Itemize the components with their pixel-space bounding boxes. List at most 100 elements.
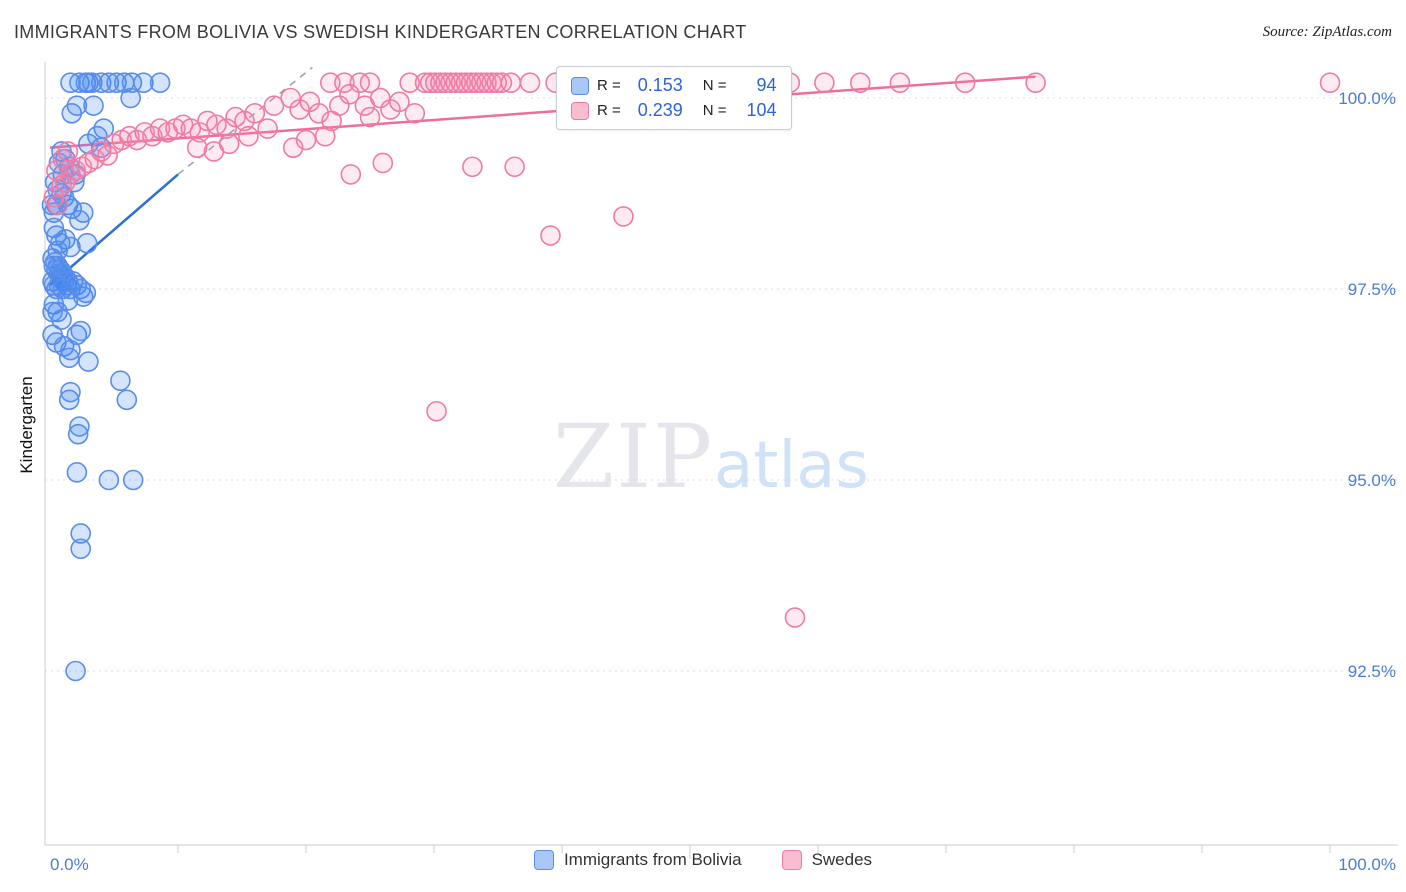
- r-label: R =: [597, 77, 621, 94]
- data-point-swedes: [372, 152, 394, 174]
- r-label: R =: [597, 102, 621, 119]
- data-point-immigrants-from-bolivia: [62, 271, 84, 292]
- data-point-swedes: [289, 99, 310, 120]
- data-point-immigrants-from-bolivia: [76, 232, 98, 254]
- data-point-immigrants-from-bolivia: [120, 87, 141, 109]
- data-point-immigrants-from-bolivia: [66, 95, 88, 116]
- data-point-immigrants-from-bolivia: [98, 72, 120, 94]
- data-point-swedes: [244, 102, 266, 124]
- n-label: N =: [702, 102, 727, 119]
- data-point-swedes: [234, 110, 255, 132]
- data-point-swedes: [784, 607, 806, 628]
- data-point-swedes: [1025, 72, 1046, 94]
- data-point-immigrants-from-bolivia: [149, 72, 171, 94]
- data-point-immigrants-from-bolivia: [52, 278, 74, 300]
- data-point-immigrants-from-bolivia: [70, 538, 92, 560]
- data-point-swedes: [814, 72, 835, 94]
- data-point-swedes: [504, 156, 525, 178]
- blue-series-swatch: [533, 850, 554, 870]
- data-point-swedes: [282, 137, 304, 158]
- data-point-swedes: [500, 72, 522, 94]
- source-attribution: Source: ZipAtlas.com: [1262, 24, 1392, 40]
- y-tick-92-5: 92.5%: [1348, 662, 1396, 681]
- y-tick-95: 95.0%: [1348, 471, 1396, 490]
- data-point-immigrants-from-bolivia: [66, 462, 88, 483]
- data-point-swedes: [308, 102, 330, 124]
- data-point-swedes: [263, 95, 285, 116]
- data-point-swedes: [47, 194, 68, 216]
- trend-line-swedes: [49, 75, 1036, 149]
- data-point-swedes: [339, 83, 360, 105]
- data-point-immigrants-from-bolivia: [67, 423, 89, 445]
- pink-series-swatch: [781, 850, 802, 870]
- data-point-swedes: [257, 118, 278, 139]
- data-point-immigrants-from-bolivia: [110, 370, 131, 391]
- data-point-swedes: [295, 129, 317, 151]
- data-point-swedes: [314, 125, 336, 147]
- data-point-immigrants-from-bolivia: [69, 209, 90, 231]
- data-point-swedes: [340, 164, 362, 185]
- n-label: N =: [702, 77, 727, 94]
- legend-item-swedes: Swedes: [781, 850, 872, 870]
- data-point-swedes: [519, 72, 541, 94]
- legend-label-bolivia: Immigrants from Bolivia: [563, 850, 742, 869]
- data-point-swedes: [613, 206, 634, 227]
- data-point-swedes: [954, 72, 976, 94]
- data-point-swedes: [540, 225, 561, 246]
- data-point-swedes: [186, 137, 208, 158]
- data-point-immigrants-from-bolivia: [70, 320, 92, 342]
- data-point-immigrants-from-bolivia: [65, 660, 86, 682]
- data-point-immigrants-from-bolivia: [60, 339, 81, 361]
- data-point-swedes: [142, 125, 163, 147]
- stats-row-swedes: R = 0.239 N = 104: [571, 100, 777, 121]
- data-point-immigrants-from-bolivia: [83, 95, 104, 116]
- stats-row-bolivia: R = 0.153 N = 94: [571, 75, 777, 96]
- x-tick-0: 0.0%: [50, 855, 89, 874]
- data-point-swedes: [849, 72, 871, 94]
- data-point-swedes: [889, 72, 911, 94]
- data-point-swedes: [359, 72, 381, 94]
- data-point-swedes: [486, 72, 508, 94]
- data-point-swedes: [1319, 72, 1341, 94]
- plot-content: [41, 66, 1341, 682]
- data-point-swedes: [404, 102, 426, 124]
- data-point-immigrants-from-bolivia: [70, 523, 92, 544]
- y-tick-100: 100.0%: [1338, 89, 1396, 108]
- data-point-swedes: [238, 125, 259, 147]
- data-point-immigrants-from-bolivia: [122, 469, 144, 491]
- data-point-swedes: [426, 400, 447, 422]
- data-point-swedes: [321, 110, 342, 132]
- y-tick-97-5: 97.5%: [1348, 280, 1396, 299]
- stats-legend: R = 0.153 N = 94 R = 0.239 N = 104: [556, 66, 792, 130]
- data-point-swedes: [97, 145, 118, 166]
- data-point-swedes: [126, 129, 148, 151]
- data-point-swedes: [334, 72, 355, 94]
- data-point-immigrants-from-bolivia: [58, 389, 80, 411]
- page-title: IMMIGRANTS FROM BOLIVIA VS SWEDISH KINDE…: [14, 22, 747, 42]
- data-point-swedes: [389, 91, 410, 113]
- data-point-immigrants-from-bolivia: [98, 469, 120, 491]
- data-point-swedes: [369, 87, 391, 109]
- data-point-swedes: [462, 156, 483, 178]
- r-value-pink: 0.239: [637, 100, 683, 120]
- data-point-immigrants-from-bolivia: [58, 347, 80, 369]
- data-point-swedes: [359, 106, 381, 128]
- x-tick-100: 100.0%: [1338, 855, 1396, 874]
- x-axis-ticks: [177, 845, 1331, 859]
- gridlines: [45, 97, 1398, 672]
- legend-item-bolivia: Immigrants from Bolivia: [533, 850, 742, 870]
- data-point-swedes: [57, 141, 79, 162]
- pink-series-swatch: [571, 101, 589, 120]
- data-point-immigrants-from-bolivia: [133, 72, 154, 94]
- series-legend: Immigrants from Bolivia Swedes: [0, 850, 1406, 870]
- data-point-immigrants-from-bolivia: [106, 72, 127, 94]
- trend-line-immigrants-from-bolivia: [49, 173, 179, 287]
- n-value-pink: 104: [746, 100, 777, 120]
- r-value-blue: 0.153: [637, 75, 683, 95]
- data-point-swedes: [399, 72, 420, 94]
- n-value-blue: 94: [756, 75, 777, 95]
- data-point-immigrants-from-bolivia: [66, 324, 88, 346]
- data-point-immigrants-from-bolivia: [75, 282, 97, 304]
